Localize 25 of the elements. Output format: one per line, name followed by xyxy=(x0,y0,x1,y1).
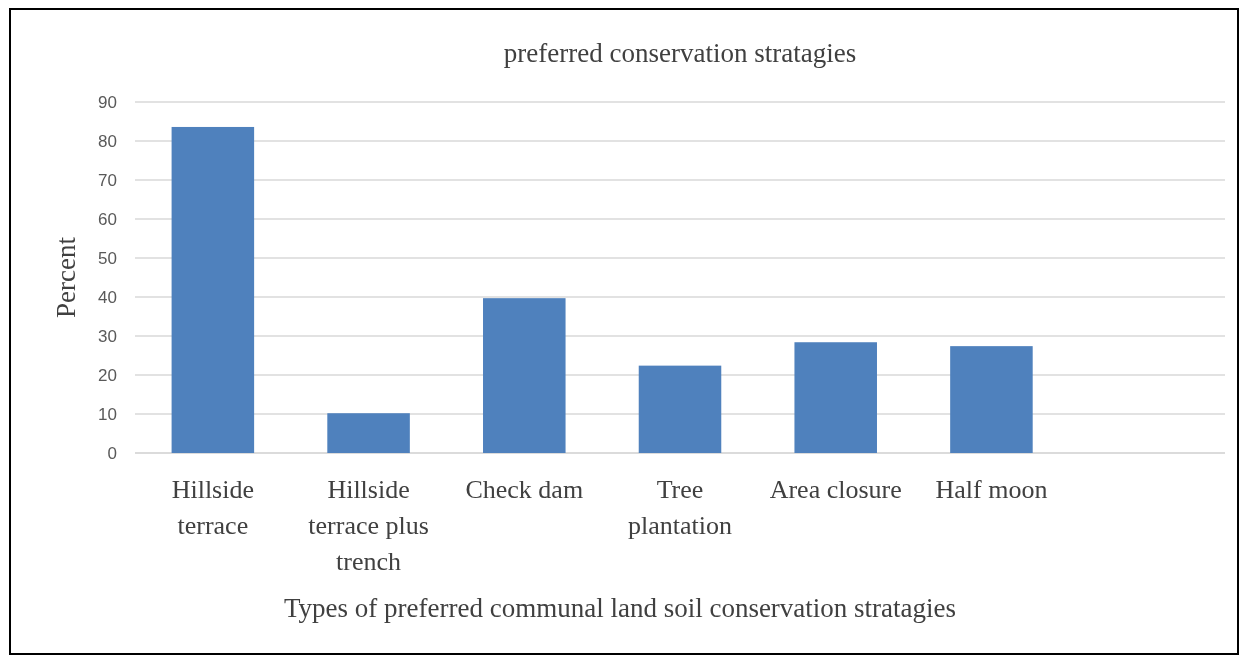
y-tick-label: 0 xyxy=(107,443,117,463)
x-tick-label: Hillside terrace xyxy=(171,475,255,540)
x-tick-label: Hillside terrace plus trench xyxy=(308,475,429,576)
bar xyxy=(638,365,722,453)
y-tick-label: 50 xyxy=(98,248,117,268)
y-axis-title: Percent xyxy=(51,236,81,318)
bar xyxy=(950,346,1033,453)
bar xyxy=(794,342,877,453)
y-tick-label: 90 xyxy=(98,92,117,112)
y-tick-label: 20 xyxy=(98,365,117,385)
x-tick-label: Half moon xyxy=(935,475,1048,504)
x-tick-label: Tree plantation xyxy=(628,475,732,540)
bar xyxy=(327,413,410,453)
x-axis-title: Types of preferred communal land soil conservation stratagies xyxy=(283,593,957,623)
bar xyxy=(171,126,255,453)
chart-title: preferred conservation stratagies xyxy=(503,38,857,68)
y-tick-label: 30 xyxy=(98,326,117,346)
y-tick-label: 80 xyxy=(98,131,117,151)
bar xyxy=(483,298,566,453)
x-tick-label: Check dam xyxy=(465,475,584,504)
y-tick-label: 60 xyxy=(98,209,117,229)
y-tick-label: 70 xyxy=(98,170,117,190)
y-tick-label: 40 xyxy=(98,287,117,307)
x-tick-label: Area closure xyxy=(769,475,902,504)
y-tick-label: 10 xyxy=(98,404,117,424)
